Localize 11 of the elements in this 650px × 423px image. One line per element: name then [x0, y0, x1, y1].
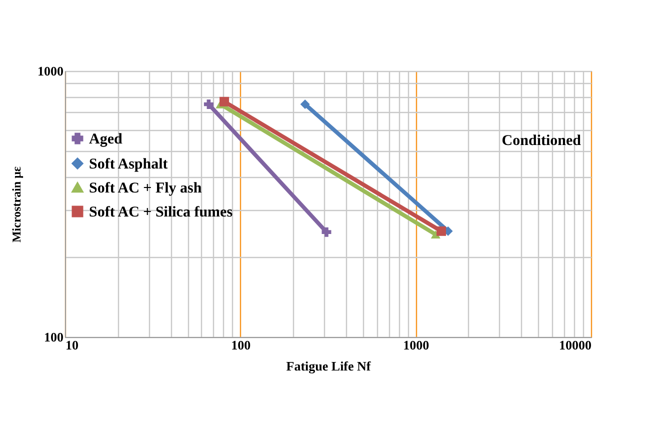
legend-label: Aged: [89, 132, 123, 148]
legend-label: Soft AC + Silica fumes: [89, 204, 233, 220]
x-axis-title: Fatigue Life Nf: [286, 358, 372, 374]
legend-label: Soft AC + Fly ash: [89, 180, 202, 196]
legend-label: Soft Asphalt: [89, 156, 168, 172]
x-tick-label: 1000: [403, 338, 430, 352]
y-axis-title: Microstrain με: [10, 166, 24, 243]
x-tick-label: 10000: [559, 338, 592, 352]
annotation: Conditioned: [502, 133, 582, 149]
x-tick-label: 100: [231, 338, 251, 352]
x-tick-label: 10: [66, 338, 78, 352]
